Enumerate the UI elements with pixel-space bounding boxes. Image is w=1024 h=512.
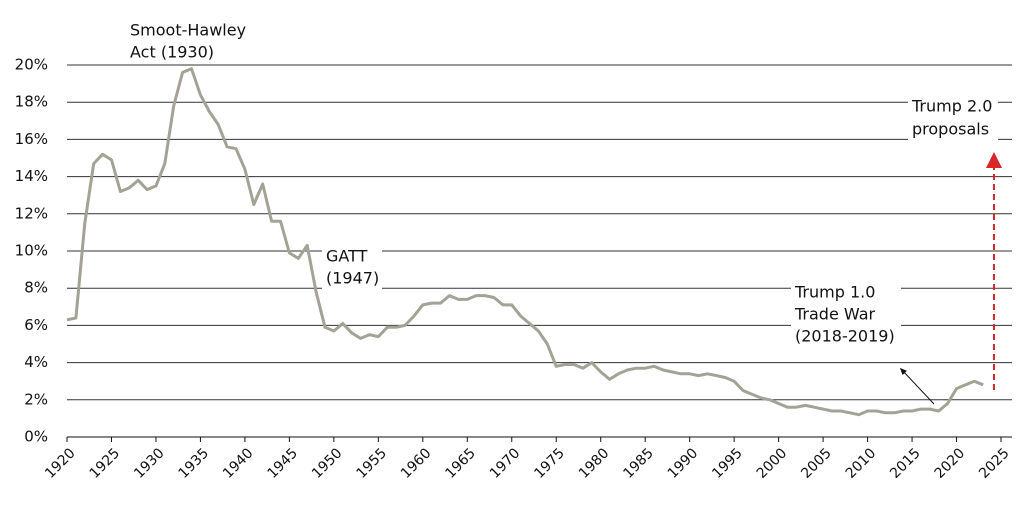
x-tick-label: 1930 bbox=[131, 445, 168, 482]
annotation-text: Smoot-Hawley bbox=[130, 21, 246, 40]
x-tick-label: 1995 bbox=[709, 445, 746, 482]
x-tick-label: 2010 bbox=[843, 445, 880, 482]
x-tick-label: 1965 bbox=[442, 445, 479, 482]
x-tick-label: 1955 bbox=[353, 445, 390, 482]
x-tick-label: 1940 bbox=[220, 445, 257, 482]
y-tick-label: 10% bbox=[15, 242, 48, 260]
x-tick-label: 2025 bbox=[976, 445, 1013, 482]
annotation-text: GATT bbox=[326, 247, 368, 266]
x-tick-label: 1990 bbox=[665, 445, 702, 482]
y-tick-label: 18% bbox=[15, 93, 48, 111]
y-tick-label: 8% bbox=[24, 279, 48, 297]
x-tick-label: 1920 bbox=[42, 445, 79, 482]
y-tick-label: 16% bbox=[15, 130, 48, 148]
y-tick-label: 4% bbox=[24, 353, 48, 371]
annotation-bg bbox=[126, 20, 251, 64]
annotation-text: (2018-2019) bbox=[795, 327, 895, 346]
y-tick-label: 0% bbox=[24, 428, 48, 446]
annotation-text: Trump 2.0 bbox=[911, 97, 992, 116]
x-tick-label: 2005 bbox=[798, 445, 835, 482]
x-tick-label: 1960 bbox=[398, 445, 435, 482]
x-tick-label: 2000 bbox=[754, 445, 791, 482]
x-tick-label: 1935 bbox=[176, 445, 213, 482]
y-tick-label: 20% bbox=[15, 56, 48, 74]
x-tick-label: 1950 bbox=[309, 445, 346, 482]
trade-war-arrow bbox=[899, 367, 935, 405]
annotation-bg bbox=[908, 95, 998, 142]
annotation-bg bbox=[322, 246, 382, 290]
annotation-text: Trade War bbox=[794, 305, 875, 324]
annotation-text: (1947) bbox=[326, 269, 379, 288]
y-tick-label: 14% bbox=[15, 167, 48, 185]
tariff-line bbox=[66, 67, 984, 417]
x-tick-label: 1925 bbox=[87, 445, 124, 482]
x-tick-label: 2015 bbox=[887, 445, 924, 482]
x-tick-label: 1975 bbox=[531, 445, 568, 482]
x-tick-label: 1945 bbox=[265, 445, 302, 482]
annotation-text: proposals bbox=[912, 120, 989, 139]
annotation-text: Trump 1.0 bbox=[794, 283, 875, 302]
annotation-text: Act (1930) bbox=[130, 43, 214, 62]
grid bbox=[66, 64, 1012, 442]
y-tick-label: 6% bbox=[24, 316, 48, 334]
y-tick-label: 2% bbox=[24, 390, 48, 408]
annotations: Smoot-Hawley Act (1930) GATT (1947) Trump 1.… bbox=[126, 20, 998, 348]
annotation-bg bbox=[791, 282, 901, 348]
x-tick-label: 2020 bbox=[932, 445, 969, 482]
x-tick-label: 1970 bbox=[487, 445, 524, 482]
x-tick-label: 1985 bbox=[620, 445, 657, 482]
y-tick-label: 12% bbox=[15, 204, 48, 222]
x-tick-label: 1980 bbox=[576, 445, 613, 482]
